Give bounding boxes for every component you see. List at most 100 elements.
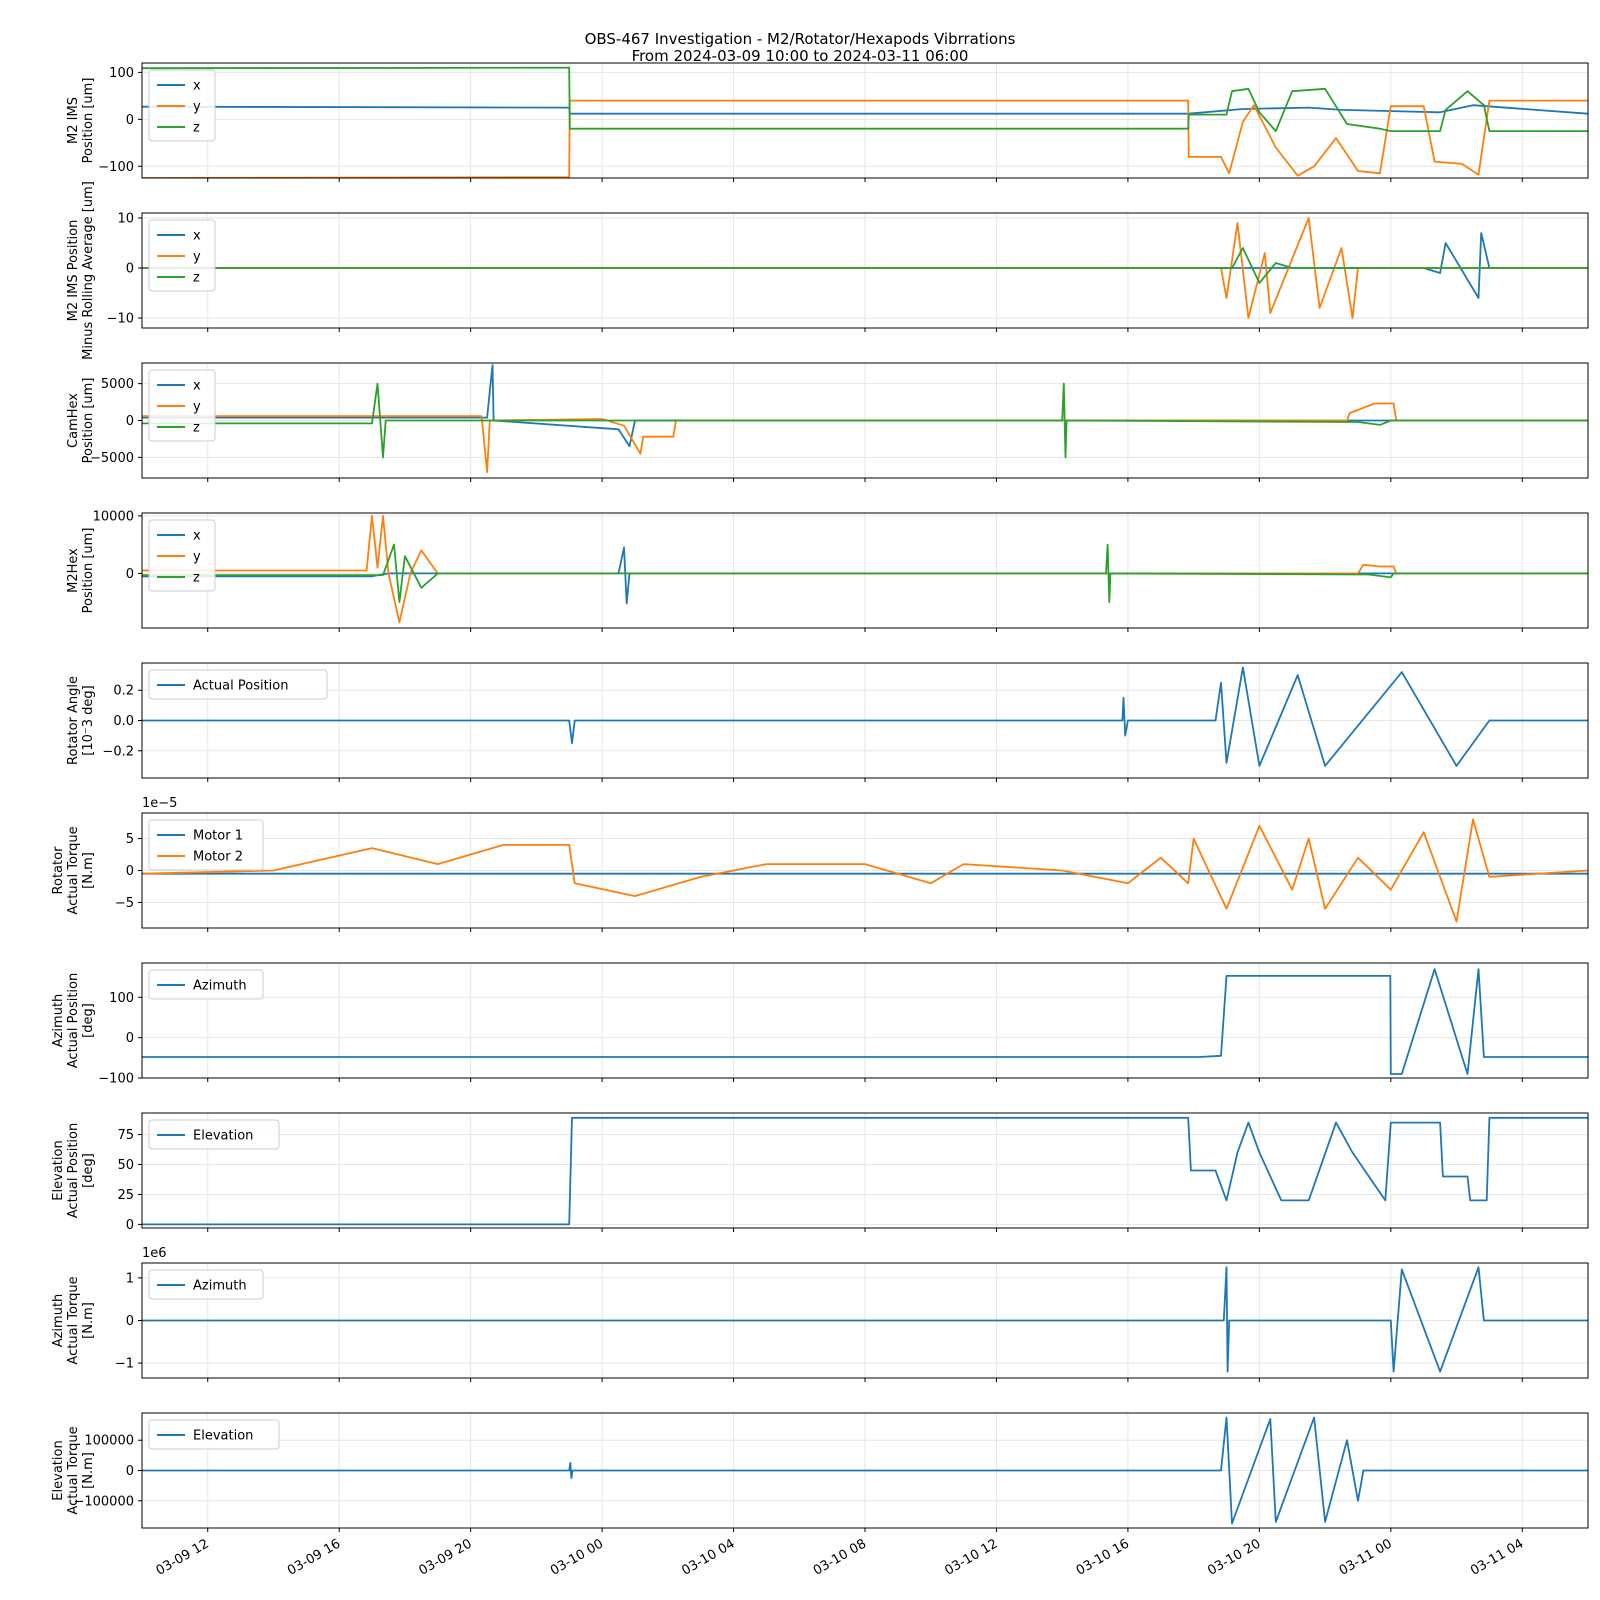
x-tick-label: 03-10 12 bbox=[942, 1536, 1000, 1578]
series-line-elevation bbox=[142, 1116, 1588, 1226]
y-tick-label: −1 bbox=[115, 1357, 134, 1372]
x-tick-label: 03-10 04 bbox=[679, 1536, 737, 1578]
y-axis-label-line: Actual Torque bbox=[66, 1426, 81, 1514]
y-tick-label: 0.0 bbox=[113, 714, 134, 729]
legend-entry: Motor 1 bbox=[193, 829, 243, 844]
y-axis-label-line: [N.m] bbox=[81, 1302, 96, 1339]
y-axis-label-line: Azimuth bbox=[51, 1294, 66, 1348]
legend: xyz bbox=[148, 369, 216, 442]
y-tick-label: 0 bbox=[126, 1314, 134, 1329]
series-group bbox=[142, 217, 1588, 319]
legend-entry: z bbox=[193, 121, 200, 136]
legend-entry: Azimuth bbox=[193, 979, 247, 994]
legend: Motor 1 Motor 2 bbox=[148, 819, 264, 871]
legend-entry: y bbox=[193, 550, 201, 565]
legend-entry: Actual Position bbox=[193, 679, 288, 694]
legend-entry: Motor 2 bbox=[193, 850, 243, 865]
panel-4: 10000 0 M2Hex Position [um] xyz bbox=[66, 509, 1589, 632]
panel-2: 10 0 −10 M2 IMS Position Minus Rolling Avera… bbox=[66, 181, 1589, 360]
series-line-y bbox=[142, 515, 1588, 624]
series-group bbox=[142, 968, 1588, 1075]
legend: xyz bbox=[148, 219, 216, 292]
legend-box bbox=[148, 1269, 264, 1300]
series-group bbox=[142, 818, 1588, 923]
y-tick-label: 0 bbox=[126, 567, 134, 582]
y-tick-label: 5 bbox=[126, 832, 134, 847]
x-tick-label: 03-09 16 bbox=[285, 1536, 343, 1578]
x-tick-label: 03-09 20 bbox=[417, 1536, 475, 1578]
legend-entry: y bbox=[193, 100, 201, 115]
series-group bbox=[142, 1416, 1588, 1525]
y-axis-label-line: [10⁻3 deg] bbox=[81, 685, 96, 755]
figure-title: OBS-467 Investigation - M2/Rotator/Hexap… bbox=[585, 30, 1016, 48]
legend-box bbox=[148, 1119, 280, 1150]
y-tick-label: 100 bbox=[109, 991, 134, 1006]
y-offset-label: 1e−5 bbox=[142, 796, 177, 811]
y-axis-label-line: Actual Position bbox=[66, 1123, 81, 1218]
y-axis-label-line: M2 IMS Position bbox=[66, 220, 81, 322]
series-line-x bbox=[142, 364, 1588, 448]
y-axis-label-line: Position [um] bbox=[81, 78, 96, 164]
x-axis-labels: 03-09 12 03-09 16 03-09 20 03-10 00 03-10 04… bbox=[154, 1536, 1527, 1578]
series-line-z bbox=[142, 66, 1588, 132]
y-axis-label-line: [deg] bbox=[81, 1153, 96, 1188]
series-line-y bbox=[142, 217, 1588, 319]
y-axis-label-line: Position [um] bbox=[81, 528, 96, 614]
legend-box bbox=[148, 969, 264, 1000]
y-tick-label: 5000 bbox=[101, 377, 134, 392]
x-tick-label: 03-09 12 bbox=[154, 1536, 212, 1578]
legend: Azimuth bbox=[148, 1269, 264, 1300]
y-tick-label: −100 bbox=[98, 160, 134, 175]
y-offset-label: 1e6 bbox=[142, 1246, 167, 1261]
legend: Azimuth bbox=[148, 969, 264, 1000]
figure-subtitle: From 2024-03-09 10:00 to 2024-03-11 06:0… bbox=[632, 47, 969, 65]
y-axis-label: M2 IMS Position [um] bbox=[66, 78, 96, 164]
panel-5: 0.2 0.0 −0.2 Rotator Angle [10⁻3 deg] Actual … bbox=[66, 662, 1589, 782]
series-line-y bbox=[142, 402, 1588, 473]
series-line-elevation bbox=[142, 1416, 1588, 1525]
y-axis-label-line: Minus Rolling Average [um] bbox=[81, 181, 96, 360]
y-axis-label-line: [deg] bbox=[81, 1003, 96, 1038]
series-line-z bbox=[142, 543, 1588, 603]
y-axis-label: CamHex Position [um] bbox=[66, 378, 96, 464]
legend-box bbox=[148, 669, 328, 700]
y-axis-label-line: Actual Torque bbox=[66, 826, 81, 914]
legend-entry: Elevation bbox=[193, 1129, 253, 1144]
legend: xyz bbox=[148, 519, 216, 592]
series-line-actual-position bbox=[142, 666, 1588, 767]
y-tick-label: −0.2 bbox=[102, 744, 134, 759]
x-tick-label: 03-11 00 bbox=[1337, 1536, 1395, 1578]
series-group bbox=[142, 1266, 1588, 1373]
legend-entry: y bbox=[193, 250, 201, 265]
series-line-azimuth bbox=[142, 968, 1588, 1075]
y-tick-label: 0 bbox=[126, 113, 134, 128]
y-axis-label: Rotator Actual Torque [N.m] bbox=[51, 826, 96, 914]
legend-entry: x bbox=[193, 229, 201, 244]
y-tick-label: −5 bbox=[115, 896, 134, 911]
y-tick-label: 10 bbox=[117, 212, 134, 227]
x-tick-label: 03-11 04 bbox=[1468, 1536, 1526, 1578]
y-tick-label: 50 bbox=[117, 1158, 134, 1173]
y-axis-label-line: Elevation bbox=[51, 1440, 66, 1500]
legend-box bbox=[148, 1419, 280, 1450]
legend-entry: z bbox=[193, 571, 200, 586]
series-line-azimuth bbox=[142, 1266, 1588, 1373]
x-tick-label: 03-10 08 bbox=[811, 1536, 869, 1578]
y-axis-label: M2 IMS Position Minus Rolling Average [um… bbox=[66, 181, 96, 360]
series-group bbox=[142, 364, 1588, 473]
legend-entry: x bbox=[193, 529, 201, 544]
x-tick-label: 03-10 20 bbox=[1205, 1536, 1263, 1578]
y-tick-label: 0 bbox=[126, 1031, 134, 1046]
y-tick-label: 25 bbox=[117, 1188, 134, 1203]
legend-entry: x bbox=[193, 379, 201, 394]
y-axis-label-line: Actual Position bbox=[66, 973, 81, 1068]
y-tick-label: 0 bbox=[126, 1464, 134, 1479]
y-axis-label-line: CamHex bbox=[66, 393, 81, 448]
legend: Elevation bbox=[148, 1419, 280, 1450]
y-axis-label: M2Hex Position [um] bbox=[66, 528, 96, 614]
